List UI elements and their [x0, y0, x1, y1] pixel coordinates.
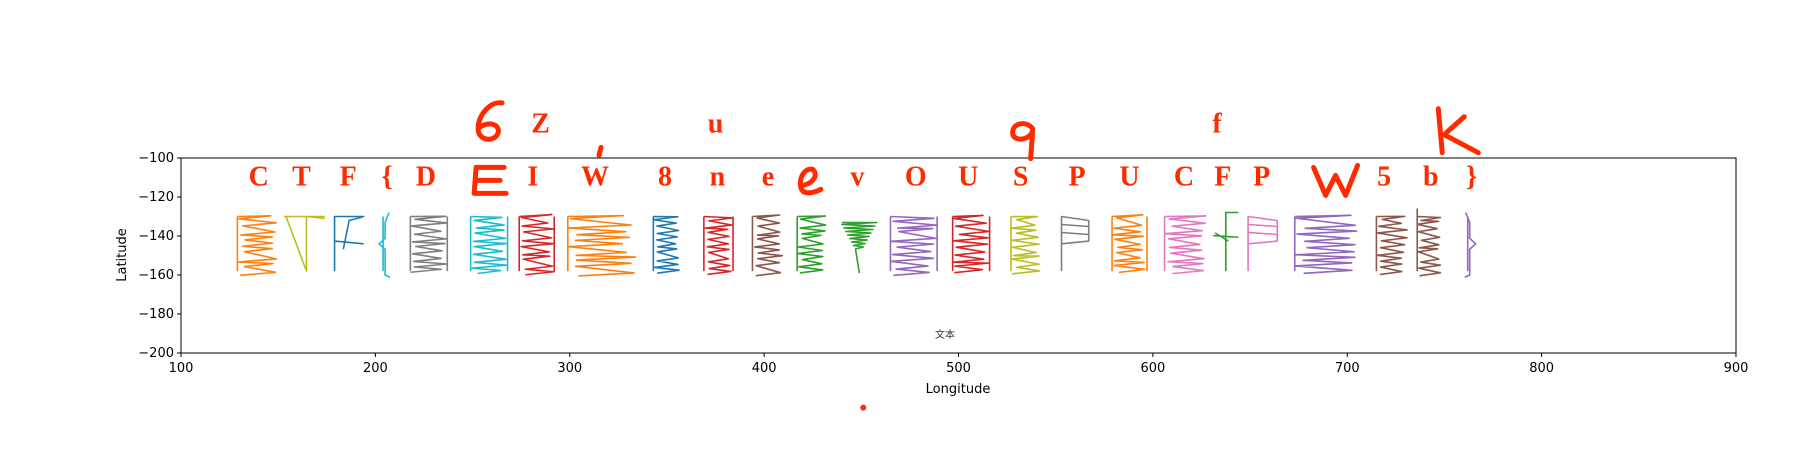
handwritten-6 — [475, 100, 505, 142]
glyph-}-stroke — [1464, 212, 1477, 278]
red-letter: W — [581, 161, 609, 192]
glyph-S-stroke — [1010, 215, 1041, 275]
glyph-D-stroke — [409, 215, 449, 274]
red-letter: } — [1466, 161, 1477, 192]
handwritten-W — [1311, 162, 1361, 198]
red-letter: u — [708, 109, 724, 140]
x-tick-label: 500 — [946, 361, 971, 376]
glyph-{-stroke — [378, 212, 391, 278]
glyph-Q-stroke — [796, 215, 827, 274]
red-letter: v — [850, 161, 864, 192]
y-tick-label: −160 — [138, 268, 174, 283]
glyph-Z-stroke — [518, 213, 555, 276]
glyph-W-stroke — [567, 214, 637, 277]
y-tick-label: −120 — [138, 190, 174, 205]
glyph-U-stroke — [1111, 214, 1148, 274]
glyph-W-stroke — [1293, 214, 1358, 275]
y-tick-label: −180 — [138, 307, 174, 322]
glyph-F-stroke — [333, 215, 365, 272]
glyph-8-stroke — [652, 215, 680, 275]
red-letter: P — [1069, 161, 1086, 192]
handwritten-9 — [1010, 121, 1036, 162]
red-letter: I — [527, 161, 538, 192]
red-letter: U — [958, 161, 978, 192]
x-tick-label: 800 — [1529, 361, 1554, 376]
glyph-C-stroke — [236, 215, 278, 277]
red-letter: { — [382, 161, 393, 192]
handwritten-stroke — [471, 164, 509, 196]
x-tick-label: 400 — [752, 361, 777, 376]
glyph-b-stroke — [1416, 208, 1442, 277]
glyph-P-stroke — [1060, 215, 1090, 272]
handwritten-K — [1435, 106, 1481, 156]
x-tick-label: 900 — [1724, 361, 1749, 376]
red-letter: C — [1174, 161, 1194, 192]
red-letter: b — [1423, 161, 1439, 192]
glyph-T-stroke — [284, 215, 325, 272]
glyph-C-stroke — [1163, 215, 1207, 275]
glyph-n-stroke — [703, 215, 734, 276]
axis-ticks: 100 200 300 400 500 600 700 800 900 −100 −120 −140 −… — [138, 151, 1748, 376]
handwritten-stroke — [797, 166, 824, 196]
x-tick-label: 200 — [363, 361, 388, 376]
x-axis-label: Longitude — [926, 382, 991, 397]
red-dot — [860, 404, 867, 411]
red-letter: 5 — [1377, 161, 1391, 192]
red-letter: O — [905, 161, 927, 192]
y-tick-label: −100 — [138, 151, 174, 166]
red-letter: U — [1119, 161, 1139, 192]
red-letter: Z — [531, 109, 550, 140]
red-letter: T — [292, 161, 311, 192]
glyph-O-stroke — [889, 215, 938, 277]
x-tick-label: 700 — [1335, 361, 1360, 376]
y-tick-label: −140 — [138, 229, 174, 244]
y-axis-label: Latitude — [115, 228, 130, 282]
glyph-v-stroke — [841, 221, 878, 274]
glyph-f-stroke — [1213, 211, 1239, 272]
y-tick-label: −200 — [138, 346, 174, 361]
red-letter: D — [416, 161, 436, 192]
handwritten-e — [797, 166, 824, 196]
red-letter: F — [340, 161, 357, 192]
handwritten-stroke — [475, 100, 505, 142]
red-letter: P — [1253, 161, 1270, 192]
red-letter: F — [1214, 161, 1231, 192]
red-letter: e — [762, 161, 774, 192]
red-letter: n — [710, 161, 726, 192]
handwritten-stroke — [1010, 121, 1036, 162]
handwritten-E — [471, 164, 509, 196]
x-tick-label: 300 — [557, 361, 582, 376]
handwritten-stroke — [1435, 106, 1481, 156]
x-tick-label: 600 — [1140, 361, 1165, 376]
handwritten-stroke — [1311, 162, 1361, 198]
center-annotation: 文本 — [935, 328, 955, 341]
glyph-strokes — [236, 208, 1477, 278]
red-letter: S — [1013, 161, 1029, 192]
glyph-E-stroke — [469, 215, 509, 275]
glyph-U-stroke — [951, 214, 991, 274]
glyph-P-stroke — [1247, 215, 1279, 272]
glyph-5-stroke — [1375, 215, 1408, 276]
red-letter: 8 — [658, 161, 672, 192]
handwritten-stroke — [596, 144, 604, 158]
red-letter: C — [249, 161, 269, 192]
glyph-e-stroke — [751, 214, 784, 277]
x-tick-label: 100 — [169, 361, 194, 376]
handwritten-marks — [471, 100, 1481, 198]
red-letter: f — [1212, 109, 1222, 140]
